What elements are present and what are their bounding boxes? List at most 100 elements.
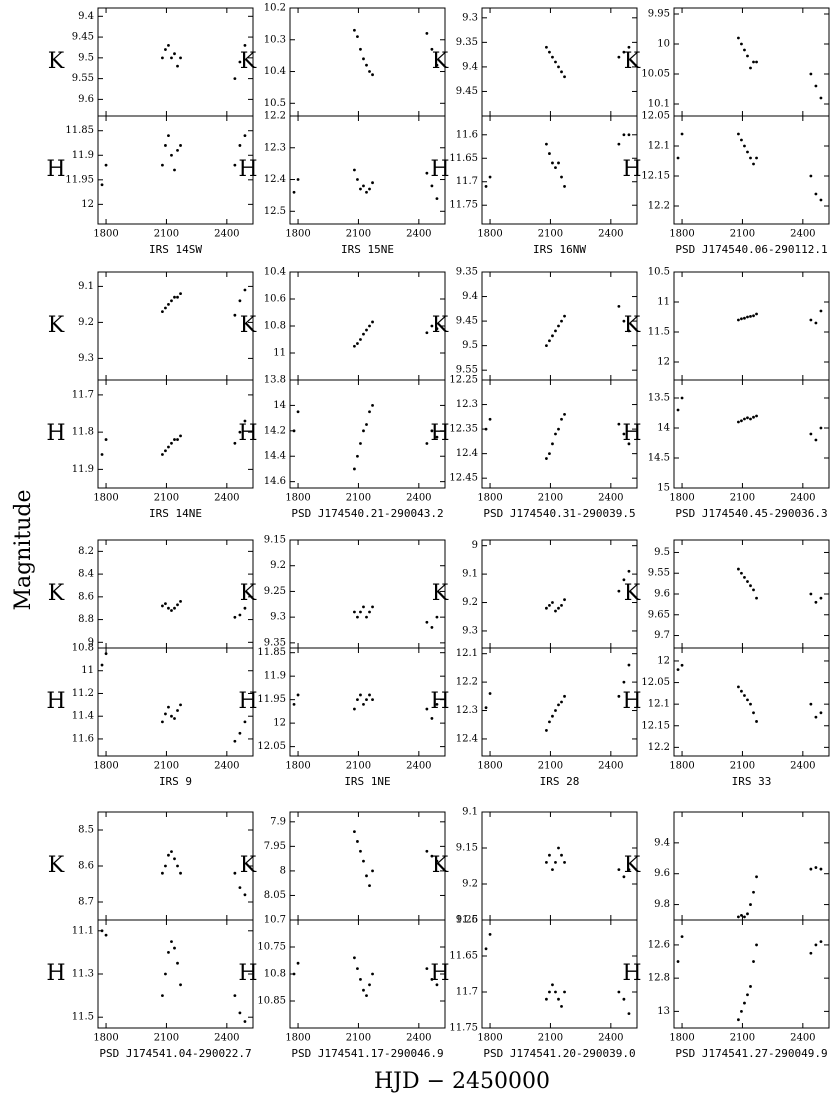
y-tick-label: 9.1 <box>78 281 94 292</box>
data-point <box>359 338 362 341</box>
y-tick-label: 11.65 <box>449 951 478 962</box>
data-point <box>371 181 374 185</box>
panel-frame <box>289 379 446 489</box>
y-tick-label: 8 <box>280 865 286 876</box>
data-point <box>488 417 492 421</box>
data-point <box>365 874 368 878</box>
data-point <box>617 422 621 426</box>
panel-title: IRS 15NE <box>341 243 394 256</box>
data-point <box>809 72 813 76</box>
data-point <box>161 56 164 60</box>
y-tick-label: 12.4 <box>264 174 286 185</box>
data-point <box>554 432 557 436</box>
data-point <box>560 853 563 857</box>
band-label: K <box>624 581 641 606</box>
y-tick-label: 9.35 <box>456 267 478 278</box>
data-point <box>435 983 439 987</box>
panel-title: IRS 14NE <box>149 507 202 520</box>
band-label: K <box>432 853 449 878</box>
data-point <box>368 187 371 191</box>
data-point <box>362 57 365 61</box>
data-point <box>176 864 179 868</box>
data-point <box>752 60 755 64</box>
data-point <box>243 419 247 423</box>
x-tick-label: 2400 <box>598 1033 623 1044</box>
y-tick-label: 14 <box>657 423 670 434</box>
data-point <box>356 615 359 619</box>
band-label: H <box>46 689 65 714</box>
band-label: H <box>238 961 257 986</box>
data-point <box>752 588 755 592</box>
panel-title: PSD J174540.06-290112.1 <box>675 243 827 256</box>
data-point <box>746 580 749 583</box>
y-tick-label: 10.6 <box>264 294 286 305</box>
y-tick-label: 8.4 <box>78 569 94 580</box>
data-point <box>425 707 429 711</box>
panel-title: IRS 16NW <box>533 243 586 256</box>
y-tick-label: 11 <box>273 348 286 359</box>
x-tick-label: 2400 <box>790 1033 815 1044</box>
y-tick-label: 11.5 <box>648 327 670 338</box>
data-point <box>560 319 563 323</box>
data-point <box>746 698 749 702</box>
data-point <box>179 56 182 60</box>
data-point <box>749 315 752 318</box>
data-point <box>627 868 631 871</box>
data-point <box>488 692 492 695</box>
y-tick-label: 11.85 <box>257 647 286 658</box>
panel-title: PSD J174540.21-290043.2 <box>291 507 443 520</box>
panel-frame <box>289 539 446 649</box>
y-tick-label: 11.2 <box>72 688 94 699</box>
band-label: K <box>48 49 65 74</box>
data-point <box>359 47 362 51</box>
x-tick-label: 1800 <box>669 1033 694 1044</box>
data-point <box>554 60 557 64</box>
data-point <box>371 404 374 407</box>
data-point <box>622 875 626 879</box>
y-tick-label: 12.6 <box>648 939 670 950</box>
data-point <box>545 997 548 1001</box>
data-point <box>819 198 823 202</box>
panel-frame <box>673 7 830 117</box>
band-label: H <box>430 961 449 986</box>
band-label: H <box>430 421 449 446</box>
panel-frame <box>481 115 638 225</box>
data-point <box>161 604 164 608</box>
band-label: H <box>46 961 65 986</box>
data-point <box>353 467 356 471</box>
data-point <box>740 913 743 917</box>
data-point <box>557 324 560 328</box>
y-tick-label: 12.1 <box>648 699 670 710</box>
y-tick-label: 11.7 <box>456 987 478 998</box>
data-point <box>164 144 167 147</box>
data-point <box>176 709 179 712</box>
data-point <box>238 144 242 147</box>
data-point <box>356 454 359 458</box>
data-point <box>819 711 823 715</box>
data-point <box>557 997 560 1001</box>
y-tick-label: 11.6 <box>456 129 478 140</box>
band-label: K <box>432 49 449 74</box>
data-point <box>356 698 359 702</box>
data-point <box>292 972 296 976</box>
data-point <box>554 709 557 712</box>
x-tick-label: 2100 <box>346 1033 371 1044</box>
band-label: K <box>48 581 65 606</box>
data-point <box>563 412 566 416</box>
x-tick-label: 2400 <box>214 1033 239 1044</box>
data-point <box>243 288 247 292</box>
x-tick-label: 2400 <box>790 761 815 772</box>
panel-title: PSD J174541.27-290049.9 <box>675 1047 827 1060</box>
y-tick-label: 9.4 <box>462 61 478 72</box>
y-tick-label: 12.05 <box>257 741 286 752</box>
y-tick-label: 11.65 <box>449 153 478 164</box>
data-point <box>554 329 557 333</box>
band-label: H <box>238 421 257 446</box>
data-point <box>368 410 371 414</box>
data-point <box>814 192 818 196</box>
y-tick-label: 10.4 <box>264 267 286 278</box>
x-tick-label: 1800 <box>477 761 502 772</box>
x-tick-label: 1800 <box>93 761 118 772</box>
data-point <box>233 615 237 619</box>
y-tick-label: 9.5 <box>78 52 94 63</box>
